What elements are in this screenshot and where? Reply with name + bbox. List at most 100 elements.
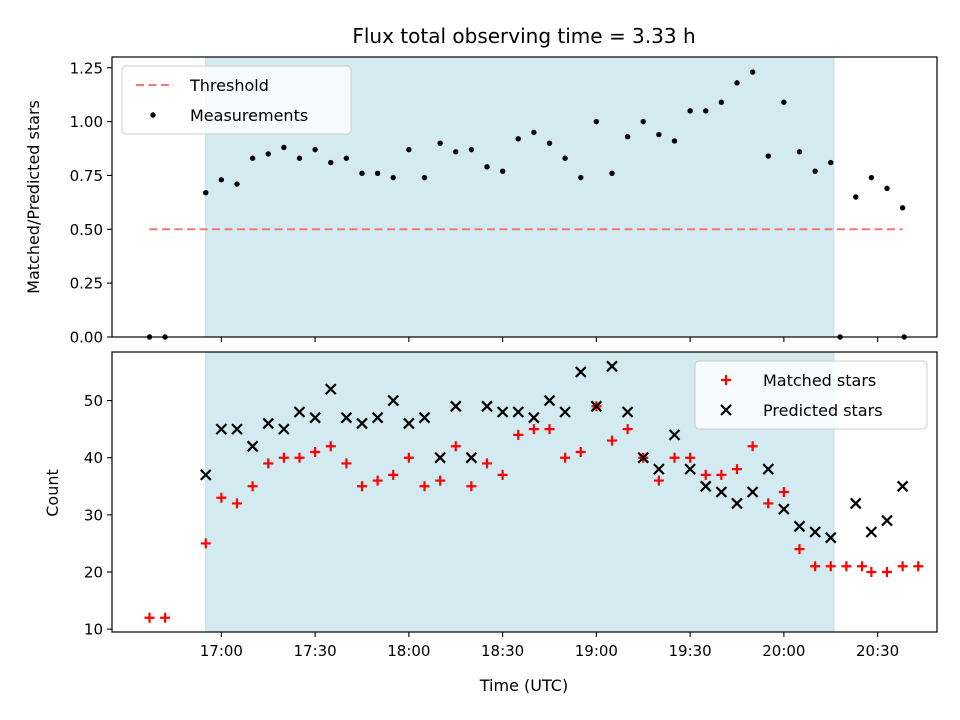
- data-point: [499, 168, 506, 174]
- data-point: [328, 159, 334, 166]
- data-point: [669, 452, 680, 463]
- legend-label: Threshold: [189, 76, 269, 95]
- data-point: [781, 99, 787, 105]
- data-point: [418, 411, 431, 424]
- data-point: [160, 612, 171, 623]
- data-point: [721, 375, 731, 385]
- data-point: [466, 481, 477, 492]
- data-point: [144, 612, 155, 623]
- data-point: [388, 469, 399, 480]
- data-point: [828, 159, 834, 166]
- data-point: [312, 146, 318, 153]
- data-point: [249, 155, 256, 161]
- data-point: [296, 155, 303, 161]
- data-point: [387, 394, 400, 407]
- data-point: [278, 452, 289, 463]
- data-point: [232, 498, 242, 509]
- y-tick-label: 0.25: [70, 275, 103, 293]
- data-point: [606, 360, 618, 373]
- data-point: [562, 155, 568, 161]
- y-tick-label: 40: [84, 449, 103, 467]
- panel-frame: [111, 351, 938, 633]
- data-point: [640, 118, 646, 125]
- data-point: [544, 424, 555, 435]
- data-point: [231, 423, 243, 435]
- data-point: [434, 451, 446, 464]
- data-point: [668, 429, 681, 441]
- data-point: [857, 561, 867, 572]
- plot-layer: 0.00 0.25 0.50 0.75 1.00 1.25 Threshold Measure…: [70, 56, 938, 660]
- chart-title: Flux total observing time = 3.33 h: [352, 24, 695, 48]
- data-point: [265, 151, 271, 157]
- data-point: [825, 561, 836, 572]
- data-point: [881, 514, 893, 527]
- panel-2: 10 20 30 40 50 17:00 17:30 18:00 18:30 19:00 19:30…: [84, 351, 938, 660]
- data-point: [896, 480, 909, 493]
- data-point: [731, 497, 743, 510]
- series-predicted-stars: [199, 360, 909, 544]
- data-point: [897, 561, 908, 572]
- data-point: [609, 170, 615, 177]
- data-point: [841, 561, 852, 572]
- data-point: [824, 531, 837, 544]
- data-point: [403, 452, 414, 463]
- data-point: [637, 451, 650, 464]
- data-point: [762, 463, 775, 475]
- y-tick-label: 0.75: [70, 167, 103, 185]
- data-point: [671, 138, 678, 144]
- data-point: [653, 463, 665, 475]
- data-point: [884, 185, 890, 192]
- y-tick-label: 0.00: [70, 329, 103, 347]
- y-tick-label: 20: [84, 564, 103, 582]
- data-point: [747, 441, 758, 452]
- data-point: [574, 366, 587, 378]
- data-point: [853, 194, 859, 200]
- data-point: [294, 452, 305, 463]
- data-point: [481, 400, 493, 413]
- data-point: [325, 441, 336, 452]
- data-point: [199, 469, 212, 481]
- data-point: [720, 404, 732, 416]
- data-point: [515, 136, 521, 142]
- data-point: [484, 164, 490, 170]
- data-point: [684, 463, 696, 475]
- data-point: [406, 146, 412, 153]
- x-axis-label: Time (UTC): [479, 676, 568, 695]
- data-point: [359, 170, 365, 177]
- data-point: [685, 452, 696, 463]
- x-tick-label: 18:00: [387, 642, 430, 660]
- data-point: [371, 411, 384, 424]
- data-point: [449, 400, 462, 413]
- series-measurements: [146, 69, 907, 340]
- data-point: [435, 475, 446, 486]
- panel-1: 0.00 0.25 0.50 0.75 1.00 1.25 Threshold Measure…: [70, 56, 938, 347]
- data-point: [703, 108, 709, 114]
- data-point: [150, 112, 156, 118]
- data-point: [621, 406, 634, 418]
- data-point: [687, 108, 693, 114]
- data-point: [482, 458, 492, 469]
- data-point: [453, 149, 459, 155]
- legend-box: [121, 65, 352, 135]
- legend: Threshold Measurements: [121, 65, 352, 135]
- data-point: [849, 497, 862, 510]
- data-point: [715, 486, 728, 498]
- y-tick-label: 1.00: [70, 113, 103, 131]
- data-point: [543, 394, 556, 407]
- data-point: [390, 174, 396, 181]
- data-point: [578, 174, 584, 181]
- x-tick-label: 17:30: [294, 642, 337, 660]
- data-point: [465, 451, 478, 464]
- x-tick-label: 20:30: [856, 642, 899, 660]
- data-point: [778, 503, 790, 515]
- y-tick-label: 0.50: [70, 221, 103, 239]
- data-point: [278, 423, 290, 435]
- data-point: [559, 406, 571, 418]
- data-point: [513, 429, 524, 440]
- data-point: [450, 441, 461, 452]
- data-point: [763, 498, 774, 509]
- data-point: [809, 526, 821, 538]
- data-point: [793, 520, 806, 533]
- data-point: [468, 146, 475, 153]
- data-point: [734, 80, 740, 86]
